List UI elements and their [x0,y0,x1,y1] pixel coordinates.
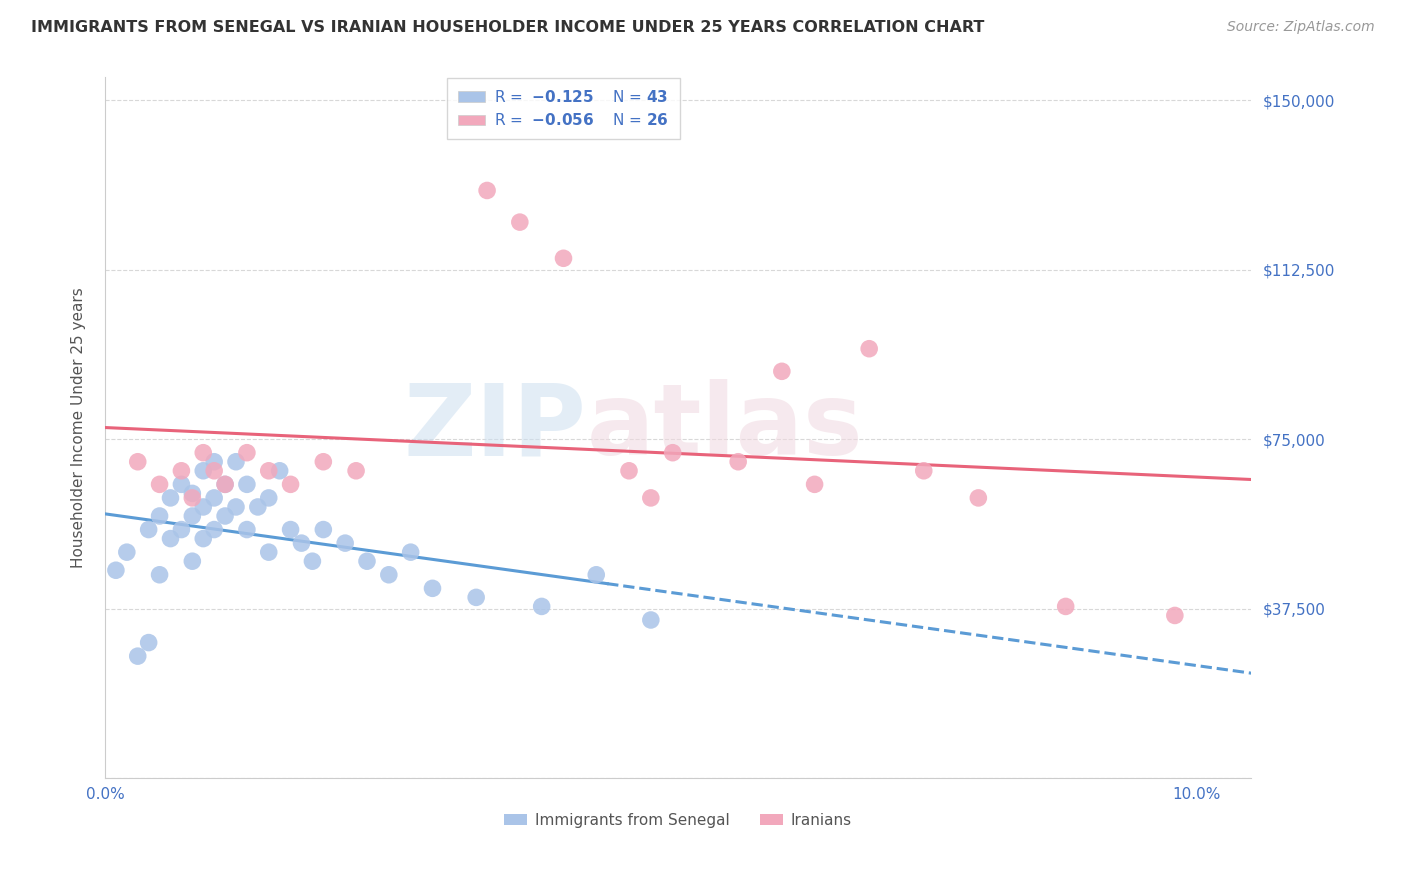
Point [1054,599,1077,614]
Point [312,455,335,469]
Point [312,523,335,537]
Point [246,500,269,514]
Point [301,554,323,568]
Point [727,455,749,469]
Point [236,523,259,537]
Point [193,446,215,460]
Point [159,532,181,546]
Point [170,477,193,491]
Point [553,252,575,266]
Point [225,500,247,514]
Text: ZIP: ZIP [404,379,586,476]
Point [138,523,160,537]
Point [170,464,193,478]
Point [1164,608,1187,623]
Point [475,184,498,198]
Point [530,599,553,614]
Point [214,477,236,491]
Point [269,464,291,478]
Point [465,591,488,605]
Point [290,536,312,550]
Point [159,491,181,505]
Point [193,500,215,514]
Point [193,532,215,546]
Point [236,446,259,460]
Point [257,464,280,478]
Point [280,477,302,491]
Point [280,523,302,537]
Point [181,554,204,568]
Point [509,215,531,229]
Point [115,545,138,559]
Point [202,464,225,478]
Point [770,364,793,378]
Point [193,464,215,478]
Point [967,491,990,505]
Point [640,491,662,505]
Point [181,491,204,505]
Point [202,523,225,537]
Point [399,545,422,559]
Point [127,455,149,469]
Point [378,567,401,582]
Point [202,455,225,469]
Legend: Immigrants from Senegal, Iranians: Immigrants from Senegal, Iranians [498,806,858,834]
Point [422,582,444,596]
Point [148,477,170,491]
Text: atlas: atlas [586,379,863,476]
Point [617,464,640,478]
Point [344,464,367,478]
Point [661,446,683,460]
Point [148,567,170,582]
Point [333,536,356,550]
Point [858,342,880,356]
Point [138,635,160,649]
Point [236,477,259,491]
Point [585,567,607,582]
Y-axis label: Householder Income Under 25 years: Householder Income Under 25 years [72,287,86,568]
Point [202,491,225,505]
Point [104,563,127,577]
Point [214,477,236,491]
Point [148,508,170,523]
Point [170,523,193,537]
Point [803,477,825,491]
Point [640,613,662,627]
Point [181,486,204,500]
Point [225,455,247,469]
Point [257,491,280,505]
Point [214,508,236,523]
Point [257,545,280,559]
Point [356,554,378,568]
Point [912,464,935,478]
Text: IMMIGRANTS FROM SENEGAL VS IRANIAN HOUSEHOLDER INCOME UNDER 25 YEARS CORRELATION: IMMIGRANTS FROM SENEGAL VS IRANIAN HOUSE… [31,20,984,35]
Text: Source: ZipAtlas.com: Source: ZipAtlas.com [1227,20,1375,34]
Point [181,508,204,523]
Point [127,649,149,664]
